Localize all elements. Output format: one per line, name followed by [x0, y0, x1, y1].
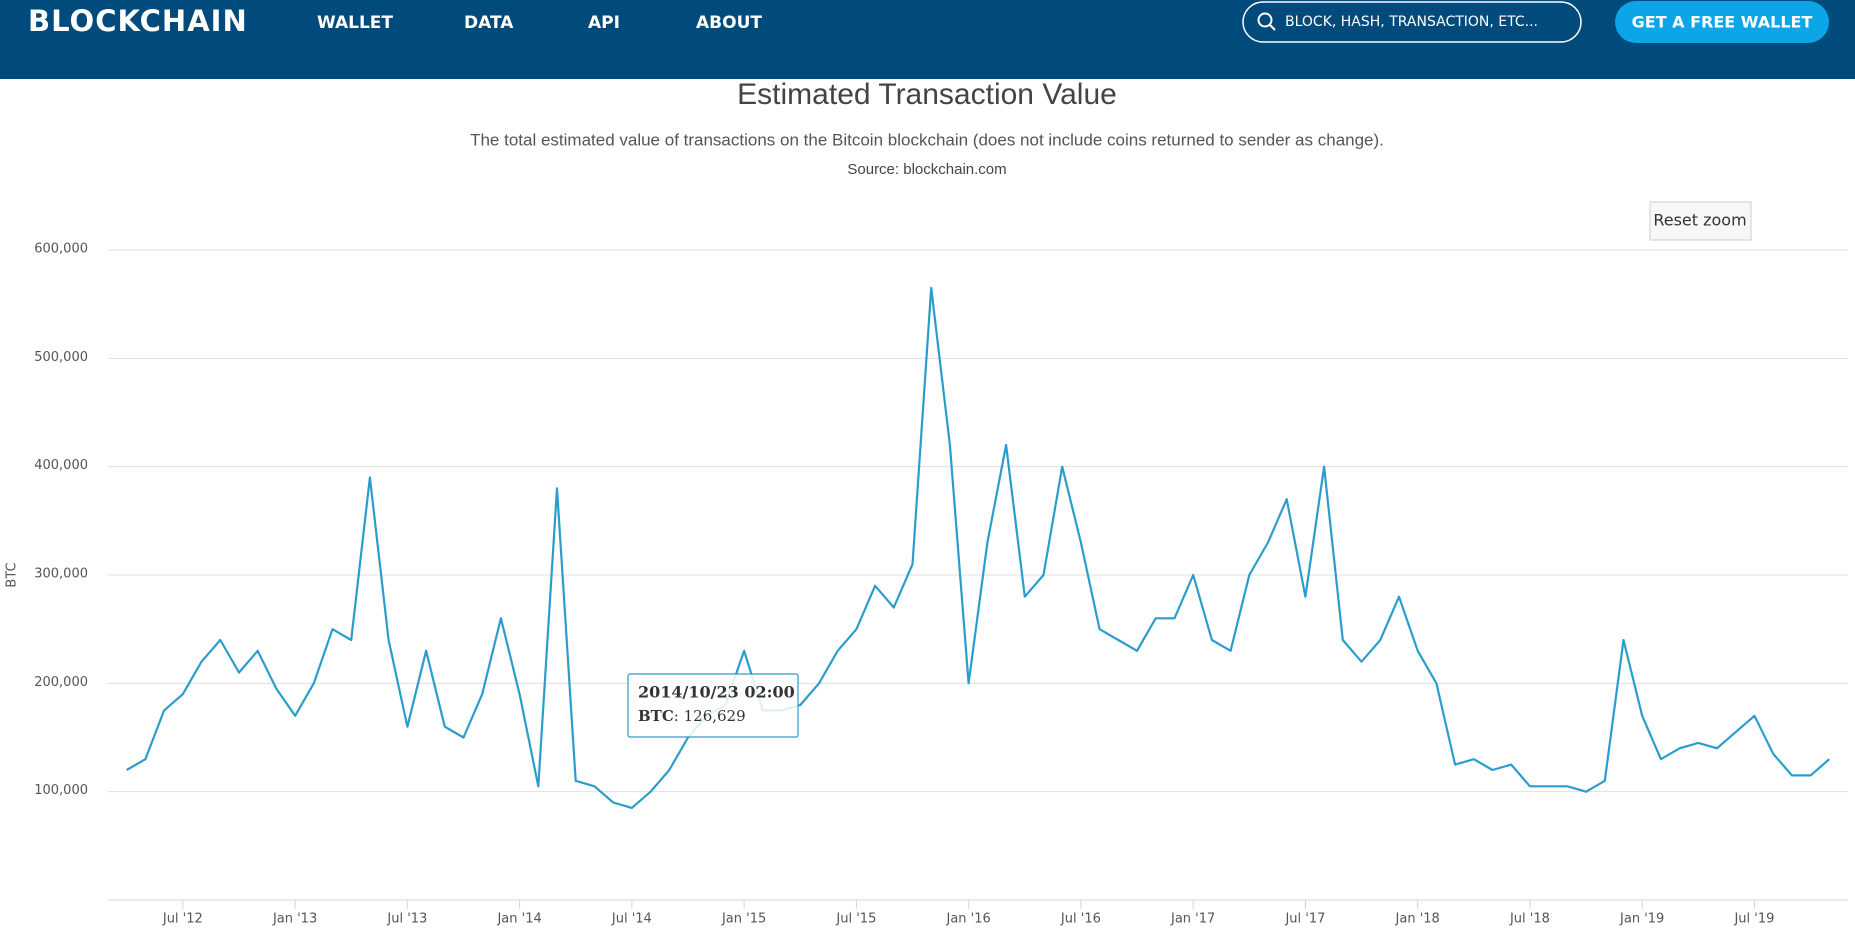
tooltip-value: : 126,629	[674, 707, 746, 725]
chart-source: Source: blockchain.com	[847, 161, 1006, 178]
plot: 100,000 200,000 300,000 400,000 500,000 600,0…	[34, 242, 1848, 927]
nav-link[interactable]: ABOUT	[696, 13, 762, 33]
chart-subtitle: The total estimated value of transaction…	[470, 130, 1384, 149]
x-tick-label: Jul '17	[1284, 912, 1325, 927]
tooltip-date: 2014/10/23 02:00	[638, 683, 795, 702]
x-tick-label: Jan '16	[945, 912, 990, 927]
y-tick-label: 100,000	[34, 783, 88, 798]
y-tick-label: 400,000	[34, 458, 88, 473]
x-tick-label: Jul '12	[162, 912, 203, 927]
search-icon	[1257, 12, 1273, 28]
cta-button[interactable]	[1615, 1, 1829, 43]
header-bar	[0, 0, 1855, 79]
nav-link[interactable]: DATA	[464, 13, 514, 33]
y-tick-label: 300,000	[34, 567, 88, 582]
series-line	[126, 286, 1831, 809]
x-tick-label: Jul '19	[1733, 912, 1774, 927]
x-tick-label: Jan '15	[721, 912, 766, 927]
nav-link[interactable]: WALLET	[317, 13, 393, 33]
logo[interactable]: BLOCKCHAIN	[28, 4, 248, 38]
x-tick-label: Jul '13	[386, 912, 427, 927]
y-axis-label: BTC	[5, 562, 20, 587]
x-tick-label: Jan '18	[1395, 912, 1440, 927]
y-tick-label: 500,000	[34, 350, 88, 365]
search-placeholder[interactable]: BLOCK, HASH, TRANSACTION, ETC...	[1285, 14, 1538, 30]
search-icon	[1269, 24, 1276, 31]
reset-zoom-label[interactable]: Reset zoom	[1653, 211, 1746, 230]
nav-link[interactable]: API	[588, 13, 620, 33]
search-box[interactable]	[1242, 1, 1582, 43]
y-tick-label: 600,000	[34, 242, 88, 257]
reset-zoom-button[interactable]	[1649, 201, 1752, 241]
x-tick-label: Jul '16	[1060, 912, 1101, 927]
tooltip: 2014/10/23 02:00 BTC: 126,629	[627, 673, 799, 738]
x-tick-label: Jan '17	[1170, 912, 1215, 927]
cta-label[interactable]: GET A FREE WALLET	[1632, 13, 1813, 32]
y-tick-label: 200,000	[34, 675, 88, 690]
tooltip-label: BTC	[638, 707, 674, 725]
chart-title: Estimated Transaction Value	[737, 78, 1117, 111]
x-tick-label: Jan '13	[272, 912, 317, 927]
x-tick-label: Jul '18	[1509, 912, 1550, 927]
x-tick-label: Jul '15	[835, 912, 876, 927]
tooltip-box	[627, 673, 799, 738]
x-tick-label: Jul '14	[611, 912, 652, 927]
x-tick-label: Jan '19	[1619, 912, 1664, 927]
x-tick-label: Jan '14	[496, 912, 541, 927]
